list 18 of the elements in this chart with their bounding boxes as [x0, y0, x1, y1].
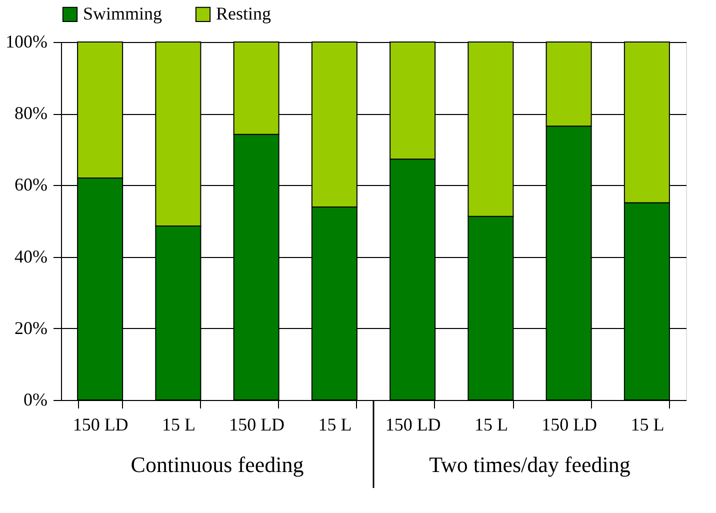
y-tick-label: 80% — [14, 103, 48, 124]
x-tick-label: 15 L — [474, 414, 508, 434]
x-tick-label: 15 L — [630, 414, 664, 434]
text: Continuous feeding — [130, 452, 304, 477]
legend-label: Swimming — [83, 3, 162, 24]
x-tick-label: 15 L — [162, 414, 196, 434]
x-tick-label: 150 LD — [542, 414, 598, 434]
y-tick-label: 100% — [6, 32, 48, 52]
y-tick-label: 0% — [24, 390, 48, 410]
y-tick-label: 20% — [14, 318, 48, 338]
text: Two times/day feeding — [429, 452, 630, 477]
legend-label: Resting — [216, 3, 272, 24]
y-tick-label: 40% — [14, 246, 48, 266]
x-tick-label: 150 LD — [72, 414, 128, 434]
x-tick-label: 150 LD — [385, 414, 441, 434]
y-tick-label: 60% — [14, 174, 48, 195]
x-tick-label: 15 L — [318, 414, 352, 434]
x-tick-label: 150 LD — [229, 414, 285, 434]
